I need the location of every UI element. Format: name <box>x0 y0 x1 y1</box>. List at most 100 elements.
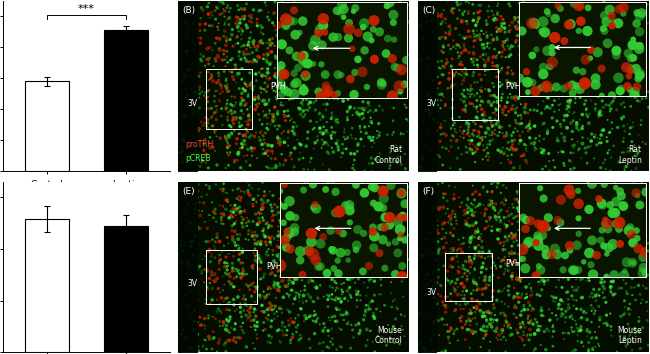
Point <box>287 287 298 293</box>
Point <box>311 312 321 318</box>
Point <box>460 301 471 307</box>
Point <box>575 52 586 58</box>
Point <box>200 90 211 95</box>
Point <box>288 128 298 133</box>
Point <box>465 258 475 263</box>
Point <box>487 66 497 72</box>
Point <box>585 228 595 233</box>
Point <box>339 249 350 254</box>
Point <box>486 316 496 322</box>
Point <box>595 109 605 114</box>
Point <box>328 336 338 341</box>
Point <box>586 232 597 238</box>
Point <box>261 3 271 8</box>
Point <box>565 68 575 74</box>
Point <box>302 143 312 148</box>
Point <box>521 213 531 218</box>
Point <box>322 130 333 136</box>
Point <box>462 131 473 137</box>
Point <box>250 44 260 50</box>
Point <box>562 88 572 93</box>
Point <box>439 322 449 328</box>
Point <box>536 73 546 78</box>
Point <box>402 251 412 257</box>
Point <box>361 105 371 111</box>
Point <box>582 63 593 68</box>
Point <box>250 306 260 312</box>
Point <box>289 320 299 326</box>
Point <box>311 72 322 78</box>
Point <box>308 299 318 304</box>
Point <box>560 308 571 314</box>
Point <box>448 256 458 262</box>
Point <box>267 143 278 149</box>
Point <box>585 15 595 21</box>
Point <box>493 180 503 186</box>
Point <box>550 230 560 236</box>
Point <box>219 264 229 270</box>
Point <box>358 55 369 61</box>
Point <box>633 319 644 325</box>
Point <box>473 286 483 292</box>
Point <box>339 23 350 28</box>
Point <box>593 341 603 347</box>
Point <box>443 214 454 219</box>
Point <box>255 39 265 45</box>
Point <box>452 259 463 264</box>
Point <box>220 57 230 62</box>
Point <box>532 327 543 333</box>
Point <box>474 32 485 38</box>
Point <box>265 301 275 306</box>
Point <box>289 164 299 170</box>
Point <box>187 141 197 147</box>
Point <box>282 59 293 64</box>
Point <box>297 333 307 339</box>
Point <box>177 118 187 123</box>
Point <box>638 139 648 145</box>
Point <box>598 215 608 221</box>
Point <box>481 266 491 272</box>
Point <box>598 127 608 133</box>
Point <box>340 11 350 17</box>
Point <box>583 136 593 141</box>
Point <box>391 202 402 207</box>
Point <box>458 11 468 16</box>
Point <box>216 310 226 316</box>
Point <box>283 245 294 251</box>
Point <box>510 82 520 88</box>
Point <box>293 197 304 202</box>
Point <box>478 249 488 255</box>
Point <box>356 246 366 252</box>
Point <box>200 323 210 329</box>
Point <box>415 310 425 316</box>
Point <box>298 108 308 114</box>
Point <box>310 270 320 275</box>
Point <box>375 158 385 164</box>
Point <box>296 110 307 116</box>
Point <box>385 336 396 342</box>
Point <box>275 263 285 268</box>
Point <box>258 109 268 114</box>
Point <box>214 98 225 104</box>
Point <box>309 125 320 131</box>
Point <box>512 277 523 283</box>
Point <box>233 294 243 300</box>
Point <box>625 82 635 88</box>
Point <box>364 31 374 37</box>
Point <box>246 81 256 87</box>
Point <box>547 334 558 339</box>
Point <box>340 67 350 72</box>
Point <box>227 102 237 108</box>
Point <box>316 223 326 229</box>
Point <box>477 42 488 47</box>
Point <box>278 112 289 117</box>
Point <box>233 152 244 158</box>
Point <box>462 221 472 227</box>
Point <box>552 33 563 39</box>
Point <box>528 321 538 326</box>
Point <box>198 343 208 349</box>
Point <box>356 129 366 135</box>
Point <box>389 105 399 111</box>
Point <box>617 116 627 122</box>
Point <box>491 34 502 40</box>
